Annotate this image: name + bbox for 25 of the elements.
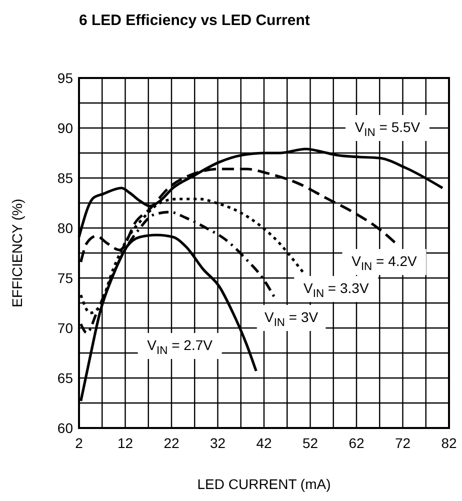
text: V$_{IN}$ = 2.7V [147, 337, 214, 357]
y-tick-label: 90 [57, 120, 74, 136]
x-tick-label: 22 [164, 435, 180, 451]
x-tick-label: 82 [441, 435, 457, 451]
y-tick-label: 95 [57, 70, 74, 86]
series-label: V$_{IN}$ = 3V [264, 309, 319, 329]
x-tick-label: 32 [210, 435, 226, 451]
x-axis-title: LED CURRENT (mA) [197, 476, 331, 492]
series-label: V$_{IN}$ = 4.2V [352, 253, 418, 273]
y-tick-label: 80 [57, 220, 74, 236]
x-tick-label: 42 [256, 435, 272, 451]
x-tick-label: 62 [348, 435, 364, 451]
x-tick-label: 12 [117, 435, 134, 451]
x-tick-label: 72 [394, 435, 411, 451]
chart-title: 6 LED Efficiency vs LED Current [79, 12, 310, 29]
y-tick-label: 85 [57, 170, 74, 186]
y-tick-label: 75 [57, 270, 74, 286]
series-label: V$_{IN}$ = 3.3V [304, 280, 370, 300]
x-tick-label: 2 [75, 435, 84, 451]
y-tick-label: 60 [57, 420, 74, 436]
y-tick-label: 65 [57, 370, 74, 386]
series-label: V$_{IN}$ = 5.5V [354, 119, 421, 139]
y-tick-label: 70 [57, 320, 74, 336]
y-axis-title: EFFICIENCY (%) [9, 198, 25, 308]
x-tick-label: 52 [302, 435, 318, 451]
